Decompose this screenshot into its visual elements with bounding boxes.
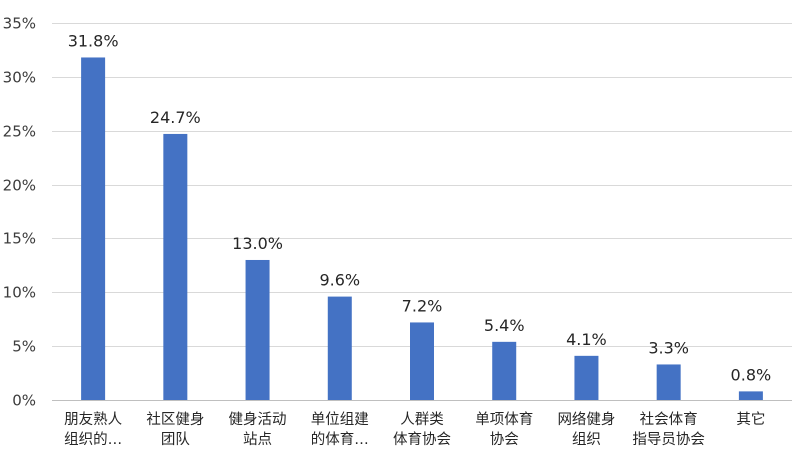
y-tick-label: 5% bbox=[12, 338, 36, 356]
data-label: 24.7% bbox=[150, 108, 201, 127]
data-label: 13.0% bbox=[232, 234, 283, 253]
category-label: 单位组建 bbox=[311, 411, 369, 428]
bar bbox=[738, 391, 763, 400]
category-label: 体育协会 bbox=[393, 431, 451, 448]
y-tick-label: 0% bbox=[12, 392, 36, 410]
y-tick-label: 20% bbox=[3, 177, 36, 195]
y-tick-label: 25% bbox=[3, 123, 36, 141]
category-label: 组织的… bbox=[64, 431, 122, 448]
category-label: 协会 bbox=[490, 431, 519, 448]
bar bbox=[492, 341, 517, 400]
y-tick-label: 30% bbox=[3, 69, 36, 87]
y-tick-label: 15% bbox=[3, 230, 36, 248]
y-tick-label: 10% bbox=[3, 284, 36, 302]
bar bbox=[163, 133, 188, 400]
bar bbox=[245, 259, 270, 400]
category-label: 人群类 bbox=[400, 411, 444, 428]
bar bbox=[656, 364, 681, 400]
category-label: 指导员协会 bbox=[632, 431, 705, 448]
bar bbox=[81, 57, 106, 401]
category-label: 组织 bbox=[572, 431, 601, 448]
category-label: 朋友熟人 bbox=[64, 411, 122, 428]
bar bbox=[574, 355, 599, 400]
data-labels: 31.8% 24.7% 13.0% 9.6% 7.2% 5.4% 4.1% 3.3% 0.8% bbox=[68, 31, 772, 384]
bar bbox=[410, 322, 434, 400]
data-label: 9.6% bbox=[319, 271, 360, 290]
data-label: 3.3% bbox=[648, 338, 689, 357]
y-tick-label: 35% bbox=[3, 15, 36, 33]
category-label: 团队 bbox=[161, 431, 190, 448]
bar bbox=[327, 296, 352, 400]
data-label: 4.1% bbox=[566, 330, 607, 349]
y-axis-tick-labels: 0% 5% 10% 15% 20% 25% 30% 35% bbox=[3, 15, 36, 410]
data-label: 7.2% bbox=[402, 296, 443, 315]
category-label: 网络健身 bbox=[557, 411, 615, 428]
data-label: 0.8% bbox=[731, 365, 772, 384]
category-label: 其它 bbox=[736, 410, 765, 428]
data-label: 31.8% bbox=[68, 31, 119, 50]
category-label: 健身活动 bbox=[229, 411, 287, 428]
category-label: 单项体育 bbox=[475, 411, 533, 428]
category-label: 的体育… bbox=[311, 431, 369, 448]
bars bbox=[81, 57, 763, 401]
category-label: 社会体育 bbox=[640, 411, 698, 428]
category-label: 社区健身 bbox=[146, 411, 204, 428]
category-label: 站点 bbox=[243, 431, 272, 448]
data-label: 5.4% bbox=[484, 316, 525, 335]
